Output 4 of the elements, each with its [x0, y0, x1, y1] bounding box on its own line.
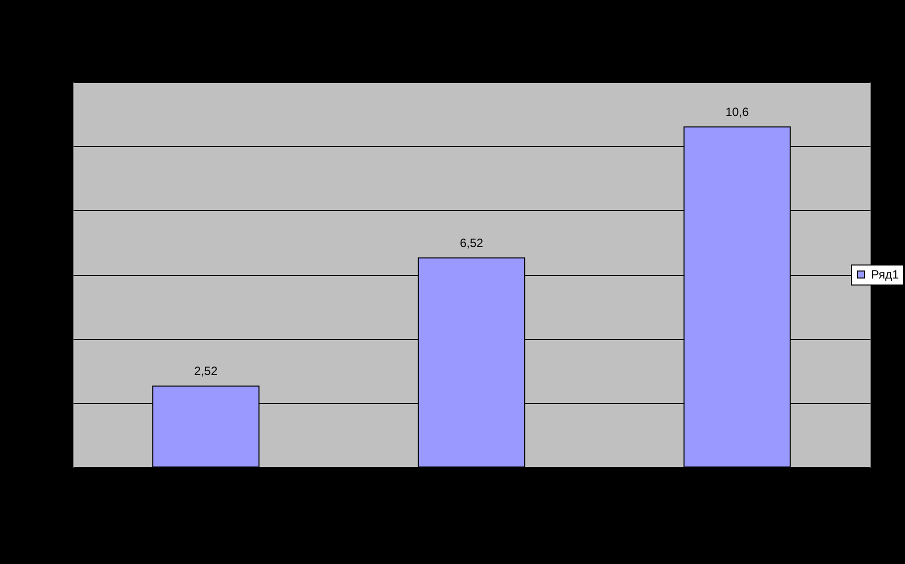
data-label: 10,6 [725, 104, 750, 119]
data-label: 2,52 [194, 364, 218, 378]
data-label: 6,52 [460, 236, 484, 250]
legend-label: Ряд1 [871, 268, 900, 282]
